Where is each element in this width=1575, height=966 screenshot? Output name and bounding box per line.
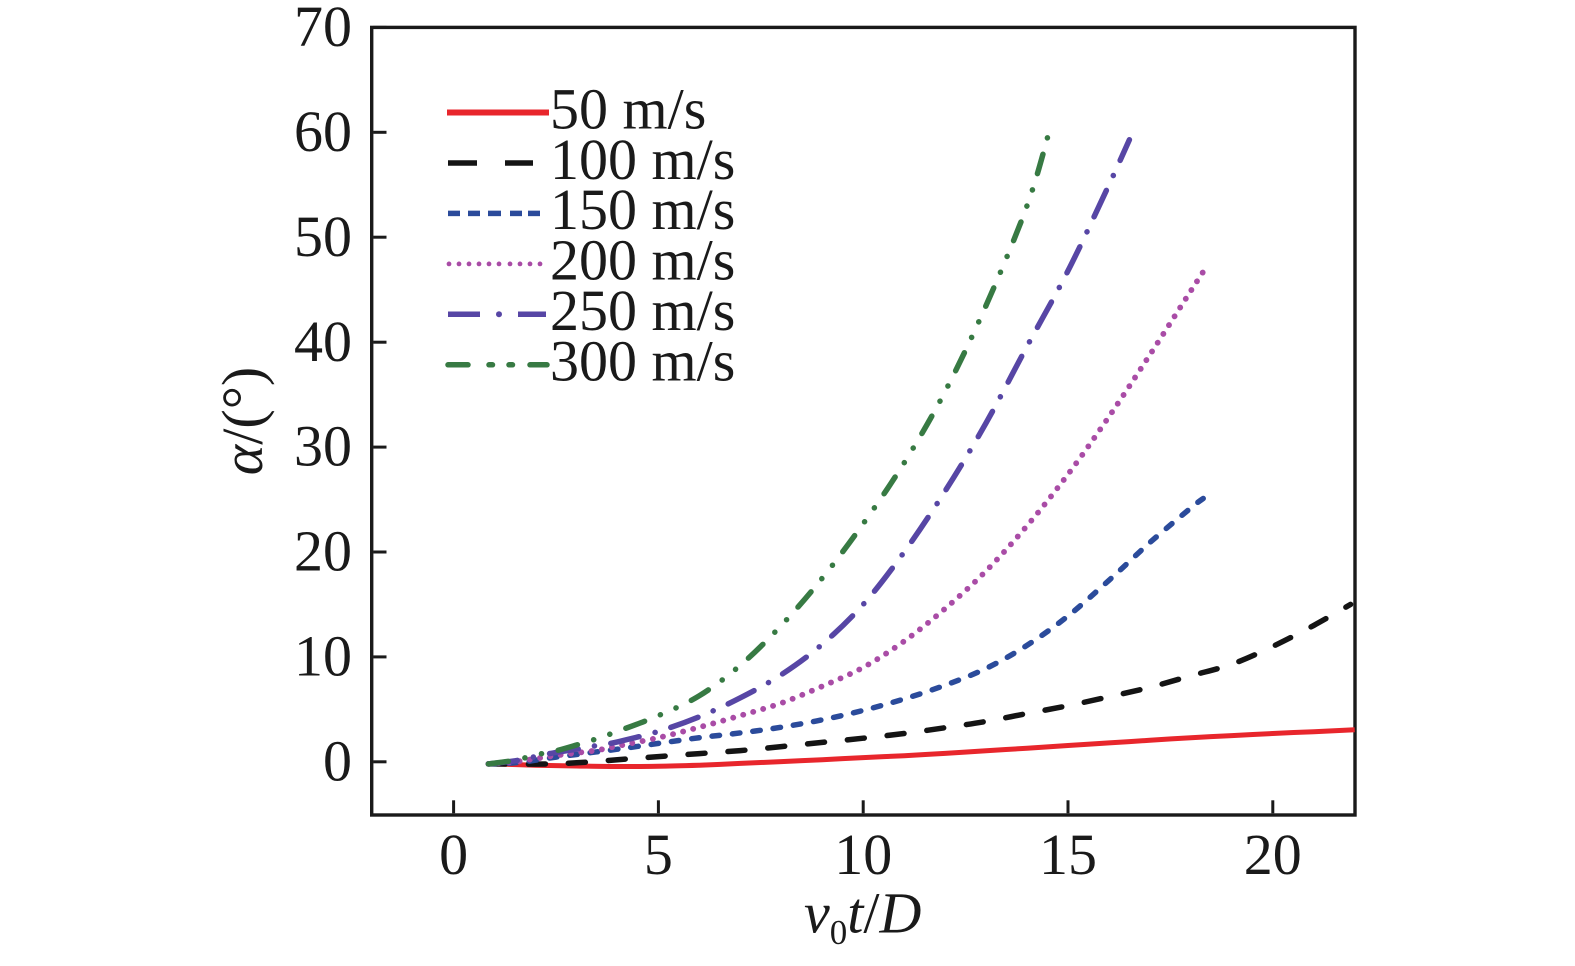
svg-text:10: 10 — [834, 822, 892, 887]
svg-text:150 m/s: 150 m/s — [550, 177, 735, 242]
svg-text:0: 0 — [439, 822, 468, 887]
svg-text:10: 10 — [294, 624, 352, 689]
svg-text:15: 15 — [1039, 822, 1097, 887]
svg-text:100 m/s: 100 m/s — [550, 127, 735, 192]
svg-text:60: 60 — [294, 99, 352, 164]
svg-text:20: 20 — [294, 519, 352, 584]
svg-text:250 m/s: 250 m/s — [550, 278, 735, 343]
svg-text:200 m/s: 200 m/s — [550, 228, 735, 293]
svg-text:v0t/D: v0t/D — [804, 881, 922, 953]
svg-text:20: 20 — [1244, 822, 1302, 887]
svg-text:50 m/s: 50 m/s — [550, 76, 706, 141]
svg-text:40: 40 — [294, 309, 352, 374]
svg-text:70: 70 — [294, 0, 352, 59]
svg-text:50: 50 — [294, 204, 352, 269]
svg-text:α/(°): α/(°) — [210, 367, 275, 475]
svg-text:5: 5 — [644, 822, 673, 887]
svg-text:300 m/s: 300 m/s — [550, 329, 735, 394]
svg-text:0: 0 — [323, 728, 352, 793]
svg-text:30: 30 — [294, 414, 352, 479]
